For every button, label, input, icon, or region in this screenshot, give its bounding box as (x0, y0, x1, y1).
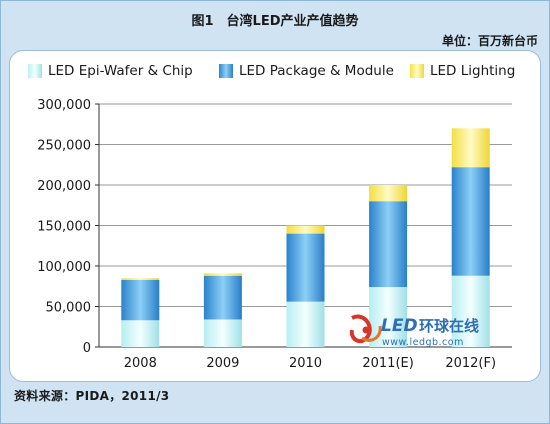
bar-lighting (369, 185, 408, 202)
y-tick-label: 50,000 (46, 301, 92, 316)
logo-url: www.ledgb.com (382, 337, 464, 348)
y-tick-label: 200,000 (37, 179, 91, 194)
y-tick-label: 0 (83, 341, 91, 356)
legend-item-lighting: LED Lighting (410, 60, 515, 82)
bar-package (369, 201, 408, 288)
logo-mark-icon (349, 314, 382, 344)
bar-epi (121, 320, 160, 347)
bar-lighting (451, 128, 490, 168)
legend-label-epi: LED Epi-Wafer & Chip (48, 63, 193, 79)
bar-epi (203, 319, 242, 347)
legend-label-package: LED Package & Module (239, 63, 394, 79)
bar-lighting (286, 225, 325, 234)
legend-swatch-lighting (410, 64, 424, 78)
bar-package (121, 279, 160, 321)
y-tick-label: 300,000 (37, 98, 91, 113)
legend-swatch-epi (28, 64, 42, 78)
source-note: 资料来源：PIDA，2011/3 (14, 389, 170, 403)
logo-brand-cn: 环球在线 (419, 317, 479, 335)
legend-item-package: LED Package & Module (219, 60, 394, 82)
x-tick-label: 2010 (289, 356, 322, 371)
ledgb-logo: LED 环球在线 www.ledgb.com (349, 314, 479, 348)
legend-label-lighting: LED Lighting (430, 63, 516, 79)
legend-item-epi: LED Epi-Wafer & Chip (28, 60, 193, 82)
legend-swatch-package (219, 64, 233, 78)
bar-lighting (121, 278, 160, 280)
logo-brand: LED (381, 316, 418, 336)
x-tick-label: 2011(E) (362, 356, 413, 371)
y-tick-label: 150,000 (37, 220, 91, 235)
x-tick-label: 2009 (206, 356, 239, 371)
bar-epi (286, 301, 325, 347)
bar-lighting (203, 273, 242, 276)
bar-package (203, 275, 242, 320)
bar-epi (451, 275, 490, 347)
x-tick-label: 2012(F) (445, 356, 496, 371)
x-tick-label: 2008 (124, 356, 157, 371)
y-tick-label: 100,000 (37, 260, 91, 275)
bar-package (451, 167, 490, 276)
legend: LED Epi-Wafer & Chip LED Package & Modul… (9, 60, 539, 82)
y-tick-label: 250,000 (37, 139, 91, 154)
unit-label: 单位：百万新台币 (441, 34, 538, 48)
chart-title: 图1 台湾LED产业产值趋势 (191, 14, 359, 29)
bar-package (286, 233, 325, 302)
